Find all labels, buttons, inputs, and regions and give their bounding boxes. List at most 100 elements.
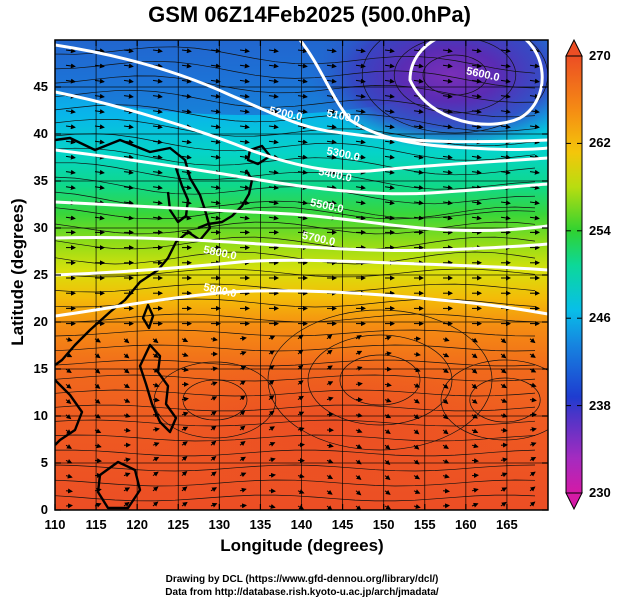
wind-arrow xyxy=(210,93,221,99)
wind-arrow xyxy=(413,109,424,114)
wind-arrow xyxy=(123,383,130,389)
wind-arrow xyxy=(529,185,540,190)
wind-arrow xyxy=(152,471,159,477)
wind-arrow xyxy=(123,48,134,54)
streamline xyxy=(55,404,536,412)
wind-arrow xyxy=(65,398,72,405)
contour-5400 xyxy=(55,148,548,196)
wind-arrow xyxy=(413,367,421,373)
wind-arrow xyxy=(384,335,392,341)
wind-arrow xyxy=(326,396,334,402)
wind-arrow xyxy=(123,427,131,433)
coastline-hokkaido xyxy=(246,144,272,166)
wind-arrow xyxy=(123,501,130,507)
wind-arrow xyxy=(529,442,537,447)
wind-arrow xyxy=(500,338,507,344)
wind-arrow xyxy=(181,486,188,492)
wind-arrow xyxy=(239,395,246,401)
x-tick-label: 150 xyxy=(372,517,395,532)
wind-arrow xyxy=(210,487,218,492)
wind-arrow xyxy=(210,502,218,508)
wind-arrow xyxy=(181,78,192,84)
wind-arrow xyxy=(413,383,421,388)
wind-arrow xyxy=(123,215,134,221)
wind-arrow xyxy=(500,457,508,463)
wind-arrow xyxy=(65,503,73,509)
wind-arrow xyxy=(152,139,163,145)
wind-arrow xyxy=(442,200,453,206)
wind-arrow xyxy=(529,457,537,462)
contour-5600 xyxy=(408,40,544,126)
wind-arrow xyxy=(471,458,479,464)
wind-arrow xyxy=(384,93,395,99)
wind-arrow xyxy=(384,351,392,357)
wind-arrow xyxy=(326,334,333,340)
wind-arrow xyxy=(529,486,536,492)
x-tick-label: 145 xyxy=(331,517,354,532)
streamline-vortex xyxy=(339,354,421,406)
wind-arrow xyxy=(123,124,134,130)
wind-arrow xyxy=(326,458,334,464)
wind-arrow xyxy=(65,63,76,69)
colorbar xyxy=(565,38,583,511)
streamline xyxy=(55,46,536,74)
x-tick-label: 160 xyxy=(454,517,477,532)
streamline xyxy=(55,479,536,487)
wind-arrow xyxy=(297,473,305,479)
streamline xyxy=(55,133,536,161)
wind-arrow xyxy=(65,154,76,160)
wind-arrow xyxy=(326,109,337,114)
wind-arrow xyxy=(239,215,250,221)
contour-5200 xyxy=(55,43,548,144)
wind-arrow xyxy=(413,200,424,206)
y-tick-label: 0 xyxy=(40,502,48,517)
wind-arrow xyxy=(500,200,511,206)
contour-5800b xyxy=(55,289,548,318)
wind-arrow xyxy=(65,488,73,494)
wind-arrow xyxy=(239,63,250,69)
wind-arrow xyxy=(152,124,163,130)
wind-arrow xyxy=(442,48,453,54)
wind-arrow xyxy=(123,169,134,175)
wind-arrow xyxy=(268,78,279,84)
wind-arrow xyxy=(500,48,511,54)
wind-arrow xyxy=(65,78,76,84)
wind-arrow xyxy=(297,215,308,221)
wind-arrow xyxy=(529,200,540,206)
streamline xyxy=(55,389,536,397)
wind-arrow xyxy=(268,169,279,175)
wind-arrow xyxy=(268,335,276,341)
x-tick-label: 155 xyxy=(413,517,436,532)
wind-arrow xyxy=(268,426,275,432)
wind-arrow xyxy=(297,504,305,510)
wind-arrow xyxy=(268,504,276,509)
wind-arrow xyxy=(413,124,424,130)
wind-arrow xyxy=(210,396,218,401)
contour-5300 xyxy=(55,90,548,174)
wind-arrow xyxy=(152,397,160,403)
wind-arrow xyxy=(152,78,163,84)
wind-arrow xyxy=(297,411,305,417)
wind-arrow xyxy=(65,414,72,420)
wind-arrow xyxy=(268,442,276,447)
wind-arrow xyxy=(471,169,482,175)
streamline-vortex xyxy=(422,54,488,96)
wind-arrow xyxy=(413,154,424,160)
grid-lines xyxy=(55,40,548,510)
wind-arrow xyxy=(65,124,76,130)
wind-arrow xyxy=(442,414,449,420)
wind-arrow xyxy=(500,353,507,359)
wind-arrow xyxy=(384,459,391,465)
wind-arrow xyxy=(442,93,453,99)
wind-arrow xyxy=(239,350,247,356)
wind-arrow xyxy=(500,215,511,221)
wind-arrow xyxy=(471,337,478,343)
y-tick-label: 45 xyxy=(33,79,48,94)
wind-arrow xyxy=(239,441,246,447)
wind-arrow xyxy=(384,429,391,434)
wind-arrow xyxy=(268,395,275,401)
wind-arrow xyxy=(326,200,337,206)
wind-arrow xyxy=(384,48,395,54)
wind-arrow xyxy=(355,334,362,340)
wind-arrow xyxy=(529,109,540,114)
